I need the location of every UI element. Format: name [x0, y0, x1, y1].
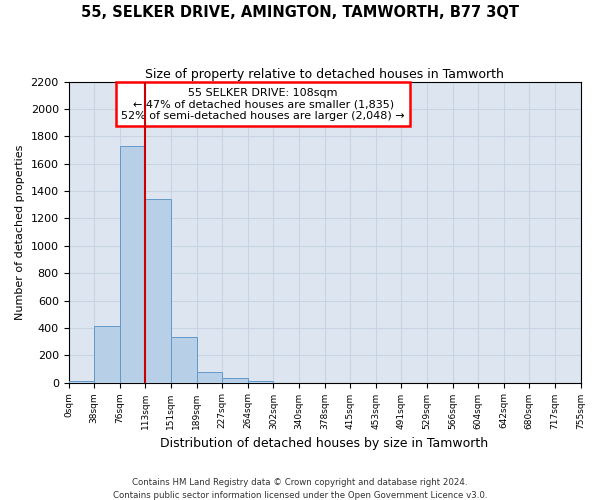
Bar [68, 380, 94, 382]
Bar [120, 146, 145, 382]
X-axis label: Distribution of detached houses by size in Tamworth: Distribution of detached houses by size … [160, 437, 488, 450]
Bar [248, 380, 274, 382]
Bar [197, 372, 222, 382]
Text: 55 SELKER DRIVE: 108sqm
← 47% of detached houses are smaller (1,835)
52% of semi: 55 SELKER DRIVE: 108sqm ← 47% of detache… [121, 88, 405, 121]
Bar [171, 337, 197, 382]
Bar [145, 200, 171, 382]
Y-axis label: Number of detached properties: Number of detached properties [15, 144, 25, 320]
Bar [94, 326, 120, 382]
Text: Contains HM Land Registry data © Crown copyright and database right 2024.
Contai: Contains HM Land Registry data © Crown c… [113, 478, 487, 500]
Bar [222, 378, 248, 382]
Text: 55, SELKER DRIVE, AMINGTON, TAMWORTH, B77 3QT: 55, SELKER DRIVE, AMINGTON, TAMWORTH, B7… [81, 5, 519, 20]
Title: Size of property relative to detached houses in Tamworth: Size of property relative to detached ho… [145, 68, 504, 80]
